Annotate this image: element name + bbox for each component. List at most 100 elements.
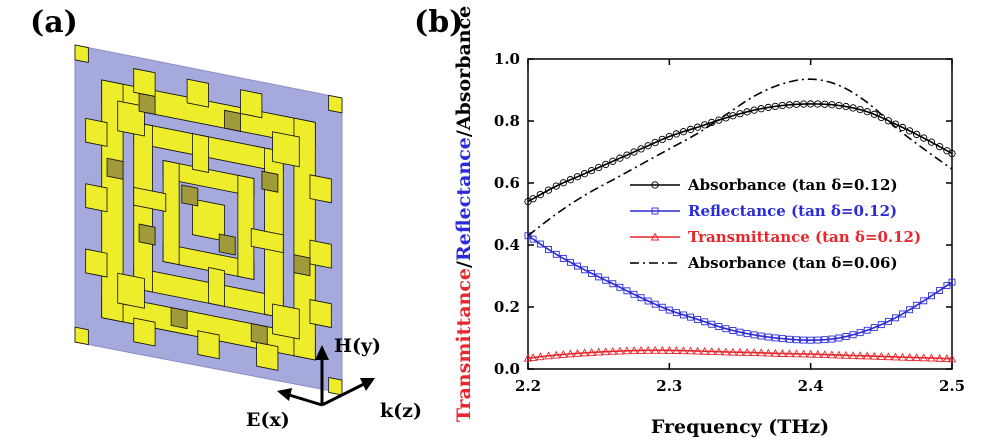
data-point	[735, 347, 745, 356]
data-point	[743, 330, 751, 338]
metal-shaded-block	[224, 109, 241, 132]
data-point	[594, 347, 603, 356]
unit-cell-illustration	[74, 44, 343, 396]
data-point	[835, 101, 843, 110]
data-point	[629, 346, 639, 355]
data-point	[536, 240, 544, 248]
data-point	[523, 353, 533, 362]
data-point	[928, 292, 935, 300]
data-point	[573, 348, 582, 357]
y-tick-label: 1.0	[494, 50, 520, 68]
data-point	[658, 345, 667, 354]
data-point	[715, 323, 723, 331]
metal-shaded-block	[170, 307, 188, 330]
data-point	[601, 347, 610, 356]
y-tick-label: 0.4	[494, 236, 520, 254]
panel-b-label: (b)	[414, 5, 463, 40]
x-tick-label: 2.2	[515, 377, 541, 395]
data-point	[623, 287, 631, 295]
legend-item: Reflectance (tan δ=0.12)	[630, 202, 897, 220]
data-point	[786, 335, 793, 343]
data-point	[544, 186, 553, 194]
data-point	[623, 151, 631, 159]
data-point	[528, 353, 538, 362]
metal-block	[240, 89, 263, 119]
data-point	[807, 336, 815, 344]
data-point	[644, 142, 652, 150]
data-point	[714, 347, 724, 356]
data-point	[856, 105, 864, 114]
data-point	[672, 309, 680, 317]
data-point	[622, 346, 632, 355]
k-axis-arrowhead	[360, 378, 375, 391]
data-point	[799, 349, 808, 358]
metal-block	[309, 174, 332, 204]
panel-a-label: (a)	[30, 5, 78, 40]
coordinate-axes: H(y) E(x) k(z)	[246, 335, 422, 431]
data-point	[581, 266, 588, 274]
data-point	[834, 350, 844, 359]
data-point	[863, 108, 871, 116]
data-point	[920, 134, 928, 142]
data-point	[736, 110, 744, 118]
metal-blocks	[74, 44, 343, 396]
legend-label: Reflectance (tan δ=0.12)	[688, 202, 897, 220]
data-point	[566, 349, 575, 358]
metal-block	[250, 227, 284, 254]
metal-block	[237, 174, 255, 281]
data-point	[545, 245, 552, 253]
data-point	[544, 351, 553, 360]
data-point	[529, 235, 537, 243]
y-axis-title-part: Transmittance	[453, 268, 475, 422]
data-point	[849, 104, 857, 112]
data-point	[651, 300, 659, 308]
data-point	[764, 333, 772, 341]
data-point	[792, 100, 801, 108]
data-point	[936, 286, 944, 294]
metal-block	[133, 186, 167, 213]
data-point	[842, 333, 850, 341]
data-point	[877, 351, 886, 360]
e-axis-arrowhead	[277, 388, 292, 401]
series-line	[527, 78, 953, 237]
data-point	[693, 346, 702, 355]
metal-shaded-block	[261, 170, 279, 193]
data-point	[913, 301, 921, 309]
data-point	[715, 116, 723, 124]
metal-block	[117, 272, 145, 309]
data-point	[778, 349, 787, 357]
series-4	[527, 78, 953, 237]
data-point	[877, 321, 885, 329]
data-point	[842, 102, 850, 111]
data-point	[756, 348, 766, 357]
data-point	[919, 353, 928, 362]
data-point	[905, 352, 914, 361]
h-axis-arrowhead	[315, 345, 329, 360]
data-point	[778, 101, 787, 110]
x-tick-label: 2.3	[656, 377, 682, 395]
metal-block	[272, 303, 300, 340]
series-2	[524, 232, 956, 344]
metal-shaded-block	[250, 322, 268, 346]
metal-block	[85, 117, 108, 147]
y-axis-title-part: Reflectance	[453, 137, 475, 261]
data-point	[700, 346, 709, 355]
series-line	[527, 235, 953, 341]
metal-block	[117, 100, 145, 137]
data-point	[608, 346, 618, 355]
x-tick-label: 2.4	[798, 377, 824, 395]
plot-frame	[527, 58, 953, 370]
data-point	[948, 278, 956, 286]
corner-pad	[74, 326, 89, 346]
metal-shaded-block	[106, 157, 124, 180]
data-point	[729, 112, 737, 120]
data-point	[899, 310, 906, 318]
data-point	[884, 117, 893, 125]
metal-block	[272, 131, 300, 168]
data-point	[679, 128, 688, 136]
legend-marker	[651, 207, 659, 215]
spectra-chart: 2.2 2.3 2.4 2.5 0.0 0.2 0.4 0.6 0.8 1.0 Frequency…	[453, 6, 965, 438]
data-point	[891, 352, 900, 361]
data-point	[835, 334, 843, 342]
data-point	[643, 345, 653, 354]
